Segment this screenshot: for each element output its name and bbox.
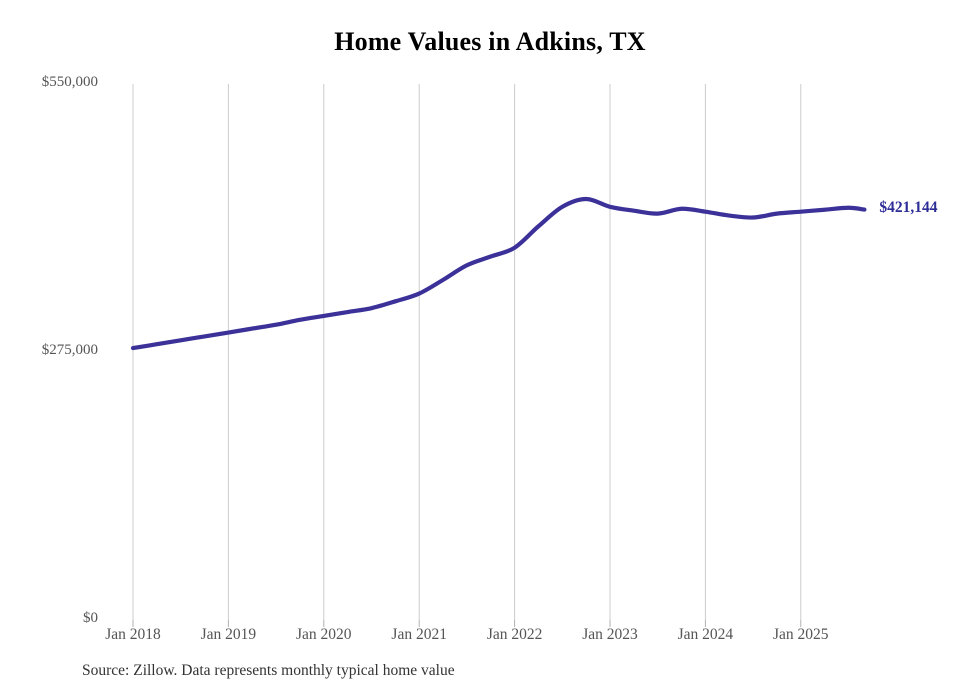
source-note: Source: Zillow. Data represents monthly … bbox=[82, 662, 455, 679]
gridlines-group bbox=[132, 84, 802, 620]
x-axis-tick-label: Jan 2020 bbox=[296, 626, 352, 643]
end-value-label: $421,144 bbox=[879, 198, 938, 216]
y-axis-tick-label: $275,000 bbox=[41, 342, 98, 358]
y-axis-tick-label: $0 bbox=[83, 610, 98, 626]
value-line-path bbox=[130, 196, 867, 351]
x-axis-tick-label: Jan 2023 bbox=[582, 626, 638, 643]
x-axis-tick-label: Jan 2018 bbox=[105, 626, 161, 643]
x-axis-tick-label: Jan 2025 bbox=[773, 626, 829, 643]
x-axis-tick-label: Jan 2021 bbox=[391, 626, 447, 643]
x-axis-tick-label: Jan 2024 bbox=[677, 626, 734, 643]
y-axis-tick-label: $550,000 bbox=[41, 74, 98, 90]
chart-title: Home Values in Adkins, TX bbox=[334, 27, 646, 56]
x-axis-tick-label: Jan 2019 bbox=[200, 626, 257, 643]
x-axis-tick-label: Jan 2022 bbox=[486, 626, 543, 643]
x-tick-marks-group bbox=[132, 620, 802, 627]
